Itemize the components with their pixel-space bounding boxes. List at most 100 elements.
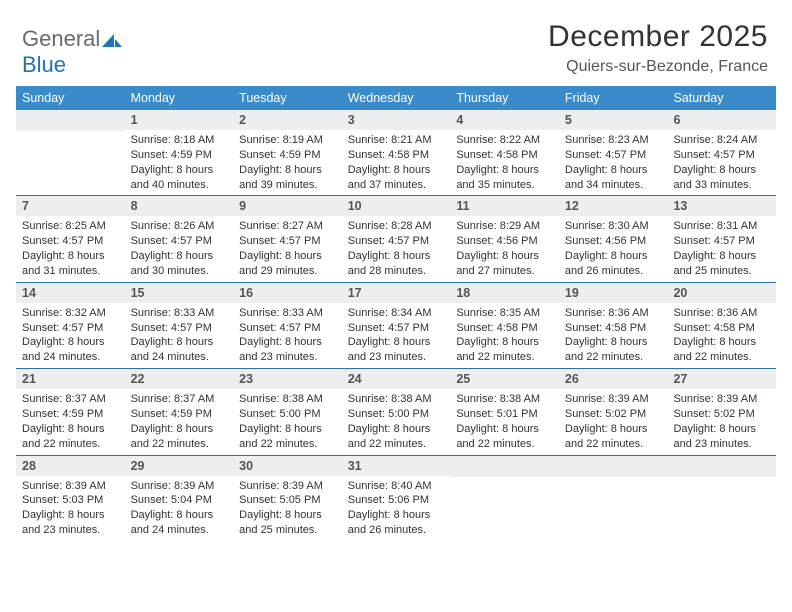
daylight-text: Daylight: 8 hours and 22 minutes. <box>456 422 553 452</box>
day-cell: 17Sunrise: 8:34 AMSunset: 4:57 PMDayligh… <box>342 283 451 368</box>
daylight-text: Daylight: 8 hours and 24 minutes. <box>22 335 119 365</box>
daylight-text: Daylight: 8 hours and 22 minutes. <box>565 335 662 365</box>
day-body: Sunrise: 8:31 AMSunset: 4:57 PMDaylight:… <box>667 216 776 281</box>
day-cell: 20Sunrise: 8:36 AMSunset: 4:58 PMDayligh… <box>667 283 776 368</box>
day-body: Sunrise: 8:39 AMSunset: 5:03 PMDaylight:… <box>16 476 125 541</box>
day-body: Sunrise: 8:38 AMSunset: 5:00 PMDaylight:… <box>233 389 342 454</box>
sunset-text: Sunset: 4:58 PM <box>348 148 445 163</box>
day-number: 29 <box>125 456 234 476</box>
calendar-grid: Sunday Monday Tuesday Wednesday Thursday… <box>16 86 776 541</box>
day-cell: 25Sunrise: 8:38 AMSunset: 5:01 PMDayligh… <box>450 369 559 454</box>
day-cell: 22Sunrise: 8:37 AMSunset: 4:59 PMDayligh… <box>125 369 234 454</box>
day-number: 30 <box>233 456 342 476</box>
daylight-text: Daylight: 8 hours and 25 minutes. <box>239 508 336 538</box>
sunset-text: Sunset: 4:57 PM <box>673 148 770 163</box>
sunset-text: Sunset: 4:58 PM <box>456 148 553 163</box>
day-number: 7 <box>16 196 125 216</box>
day-number: 21 <box>16 369 125 389</box>
sunrise-text: Sunrise: 8:25 AM <box>22 219 119 234</box>
sunset-text: Sunset: 4:58 PM <box>565 321 662 336</box>
day-number: 15 <box>125 283 234 303</box>
logo-general: General <box>22 26 100 51</box>
day-cell: 16Sunrise: 8:33 AMSunset: 4:57 PMDayligh… <box>233 283 342 368</box>
week-row: 21Sunrise: 8:37 AMSunset: 4:59 PMDayligh… <box>16 369 776 455</box>
day-cell: 27Sunrise: 8:39 AMSunset: 5:02 PMDayligh… <box>667 369 776 454</box>
sunrise-text: Sunrise: 8:37 AM <box>131 392 228 407</box>
day-body: Sunrise: 8:30 AMSunset: 4:56 PMDaylight:… <box>559 216 668 281</box>
daylight-text: Daylight: 8 hours and 27 minutes. <box>456 249 553 279</box>
day-number: 28 <box>16 456 125 476</box>
sunrise-text: Sunrise: 8:24 AM <box>673 133 770 148</box>
week-row: 1Sunrise: 8:18 AMSunset: 4:59 PMDaylight… <box>16 110 776 196</box>
sunrise-text: Sunrise: 8:29 AM <box>456 219 553 234</box>
sunrise-text: Sunrise: 8:18 AM <box>131 133 228 148</box>
daylight-text: Daylight: 8 hours and 22 minutes. <box>131 422 228 452</box>
day-body: Sunrise: 8:19 AMSunset: 4:59 PMDaylight:… <box>233 130 342 195</box>
sunset-text: Sunset: 4:59 PM <box>239 148 336 163</box>
day-body: Sunrise: 8:36 AMSunset: 4:58 PMDaylight:… <box>667 303 776 368</box>
day-number: 18 <box>450 283 559 303</box>
weekday-header: Tuesday <box>233 86 342 110</box>
sunset-text: Sunset: 5:02 PM <box>565 407 662 422</box>
day-cell: 6Sunrise: 8:24 AMSunset: 4:57 PMDaylight… <box>667 110 776 195</box>
day-number: 19 <box>559 283 668 303</box>
sunset-text: Sunset: 4:57 PM <box>22 234 119 249</box>
sunrise-text: Sunrise: 8:19 AM <box>239 133 336 148</box>
sunset-text: Sunset: 4:57 PM <box>348 321 445 336</box>
day-cell: 18Sunrise: 8:35 AMSunset: 4:58 PMDayligh… <box>450 283 559 368</box>
day-body: Sunrise: 8:27 AMSunset: 4:57 PMDaylight:… <box>233 216 342 281</box>
daylight-text: Daylight: 8 hours and 22 minutes. <box>239 422 336 452</box>
day-cell: 12Sunrise: 8:30 AMSunset: 4:56 PMDayligh… <box>559 196 668 281</box>
weekday-header: Friday <box>559 86 668 110</box>
sunrise-text: Sunrise: 8:37 AM <box>22 392 119 407</box>
sunrise-text: Sunrise: 8:35 AM <box>456 306 553 321</box>
sunset-text: Sunset: 5:00 PM <box>239 407 336 422</box>
sunset-text: Sunset: 4:59 PM <box>131 148 228 163</box>
sunrise-text: Sunrise: 8:21 AM <box>348 133 445 148</box>
day-body: Sunrise: 8:23 AMSunset: 4:57 PMDaylight:… <box>559 130 668 195</box>
day-number <box>450 456 559 477</box>
day-cell: 9Sunrise: 8:27 AMSunset: 4:57 PMDaylight… <box>233 196 342 281</box>
daylight-text: Daylight: 8 hours and 39 minutes. <box>239 163 336 193</box>
sunset-text: Sunset: 5:01 PM <box>456 407 553 422</box>
day-number: 31 <box>342 456 451 476</box>
day-number <box>559 456 668 477</box>
day-number: 4 <box>450 110 559 130</box>
day-number: 20 <box>667 283 776 303</box>
sunrise-text: Sunrise: 8:33 AM <box>239 306 336 321</box>
week-row: 28Sunrise: 8:39 AMSunset: 5:03 PMDayligh… <box>16 456 776 541</box>
day-number: 13 <box>667 196 776 216</box>
daylight-text: Daylight: 8 hours and 22 minutes. <box>22 422 119 452</box>
sunset-text: Sunset: 5:05 PM <box>239 493 336 508</box>
day-body: Sunrise: 8:32 AMSunset: 4:57 PMDaylight:… <box>16 303 125 368</box>
sunset-text: Sunset: 4:57 PM <box>565 148 662 163</box>
day-cell: 30Sunrise: 8:39 AMSunset: 5:05 PMDayligh… <box>233 456 342 541</box>
sunrise-text: Sunrise: 8:36 AM <box>565 306 662 321</box>
sunset-text: Sunset: 5:02 PM <box>673 407 770 422</box>
day-number: 25 <box>450 369 559 389</box>
day-number: 3 <box>342 110 451 130</box>
day-number: 27 <box>667 369 776 389</box>
sunset-text: Sunset: 5:06 PM <box>348 493 445 508</box>
sunrise-text: Sunrise: 8:33 AM <box>131 306 228 321</box>
day-number: 11 <box>450 196 559 216</box>
day-body: Sunrise: 8:33 AMSunset: 4:57 PMDaylight:… <box>233 303 342 368</box>
sunrise-text: Sunrise: 8:34 AM <box>348 306 445 321</box>
day-cell: 3Sunrise: 8:21 AMSunset: 4:58 PMDaylight… <box>342 110 451 195</box>
daylight-text: Daylight: 8 hours and 24 minutes. <box>131 508 228 538</box>
day-body: Sunrise: 8:18 AMSunset: 4:59 PMDaylight:… <box>125 130 234 195</box>
daylight-text: Daylight: 8 hours and 30 minutes. <box>131 249 228 279</box>
day-body: Sunrise: 8:25 AMSunset: 4:57 PMDaylight:… <box>16 216 125 281</box>
day-body: Sunrise: 8:36 AMSunset: 4:58 PMDaylight:… <box>559 303 668 368</box>
daylight-text: Daylight: 8 hours and 35 minutes. <box>456 163 553 193</box>
day-cell: 29Sunrise: 8:39 AMSunset: 5:04 PMDayligh… <box>125 456 234 541</box>
daylight-text: Daylight: 8 hours and 24 minutes. <box>131 335 228 365</box>
daylight-text: Daylight: 8 hours and 40 minutes. <box>131 163 228 193</box>
sunset-text: Sunset: 5:04 PM <box>131 493 228 508</box>
page-header: GeneralBlue December 2025 Quiers-sur-Bez… <box>16 20 776 78</box>
day-cell: 14Sunrise: 8:32 AMSunset: 4:57 PMDayligh… <box>16 283 125 368</box>
daylight-text: Daylight: 8 hours and 25 minutes. <box>673 249 770 279</box>
day-number: 12 <box>559 196 668 216</box>
day-cell: 31Sunrise: 8:40 AMSunset: 5:06 PMDayligh… <box>342 456 451 541</box>
weekday-header: Monday <box>125 86 234 110</box>
